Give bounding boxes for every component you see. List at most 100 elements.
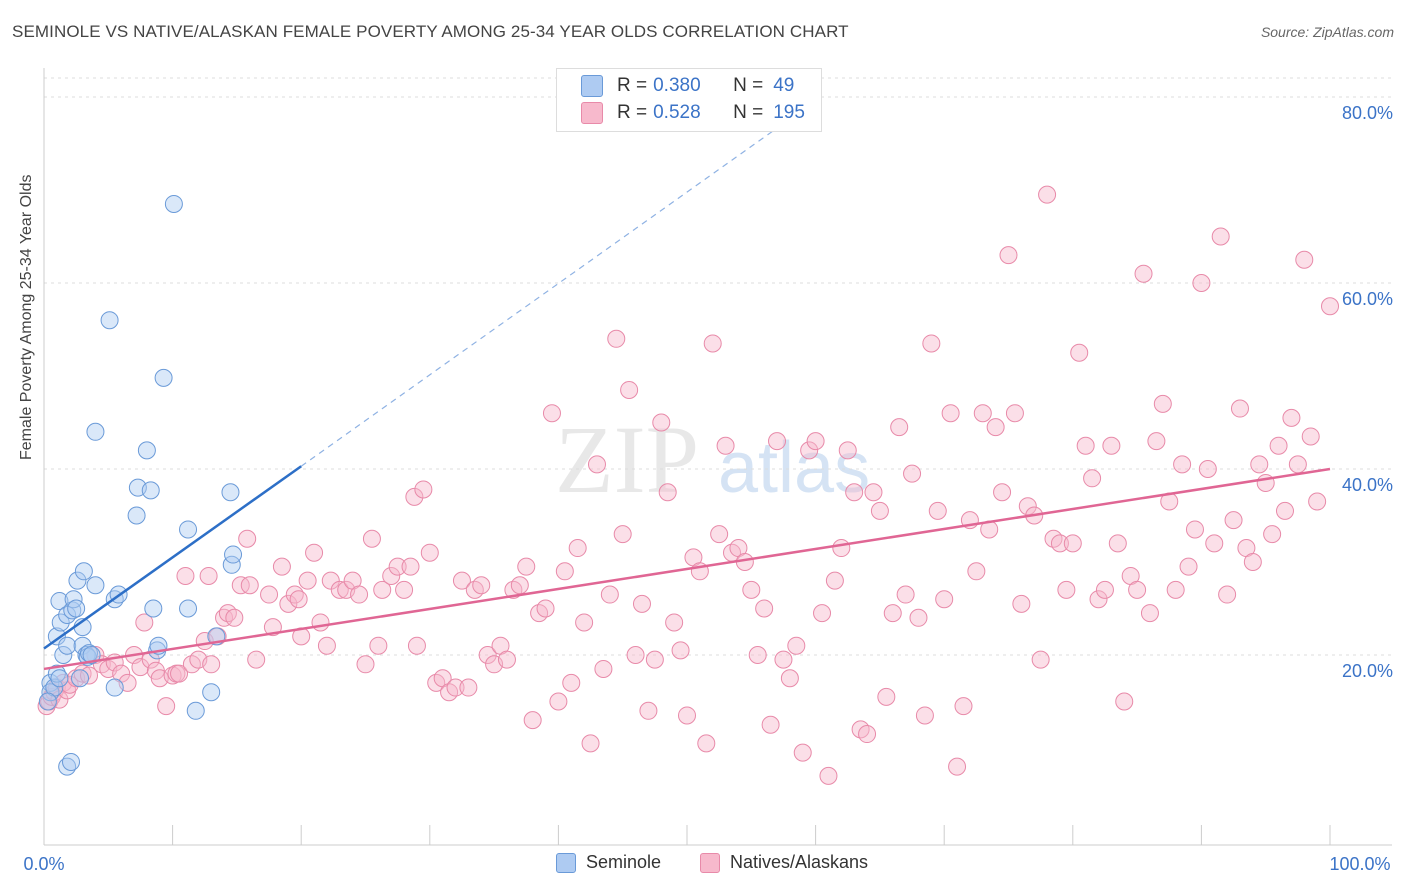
seminole-point <box>224 545 243 564</box>
bottom-legend-natives: Natives/Alaskans <box>700 852 868 873</box>
y-tick-label: 20.0% <box>1342 661 1393 681</box>
natives-point <box>1275 501 1294 520</box>
natives-point <box>594 659 613 678</box>
natives-point <box>1012 594 1031 613</box>
natives-point <box>1295 250 1314 269</box>
natives-point <box>632 594 651 613</box>
bottom-legend-swatch-seminole <box>556 852 576 873</box>
natives-point <box>652 413 671 432</box>
natives-point <box>1263 525 1282 544</box>
natives-point <box>459 678 478 697</box>
seminole-point <box>58 636 77 655</box>
natives-point <box>382 566 401 585</box>
y-tick-label: 40.0% <box>1342 475 1393 495</box>
natives-point <box>1205 534 1224 553</box>
natives-point <box>452 571 471 590</box>
x-tick-label-min: 0.0% <box>23 854 64 874</box>
natives-point <box>568 539 587 558</box>
seminole-point <box>105 678 124 697</box>
natives-point <box>645 650 664 669</box>
seminole-point <box>179 599 198 618</box>
y-axis-label: Female Poverty Among 25-34 Year Olds <box>18 174 35 461</box>
natives-point <box>202 655 221 674</box>
natives-point <box>1250 455 1269 474</box>
natives-point <box>260 585 279 604</box>
stats-legend: R = 0.380 N = 49 R = 0.528 N = 195 <box>556 68 822 132</box>
seminole-point <box>47 627 66 646</box>
seminole-point <box>202 683 221 702</box>
legend-n-label: N = <box>733 102 764 123</box>
natives-point <box>60 675 79 694</box>
legend-swatch-seminole <box>581 75 603 97</box>
seminole-point <box>74 562 93 581</box>
natives-point <box>272 557 291 576</box>
natives-point <box>626 646 645 664</box>
natives-point <box>182 655 201 674</box>
natives-point <box>819 766 838 785</box>
seminole-point <box>71 669 90 688</box>
natives-point <box>446 678 465 697</box>
natives-point <box>1166 580 1185 599</box>
legend-n-value: 195 <box>773 102 805 123</box>
natives-point <box>620 380 639 399</box>
natives-point <box>199 566 218 585</box>
natives-point <box>311 613 330 632</box>
natives-point <box>1198 460 1217 478</box>
seminole-point <box>179 520 198 539</box>
natives-point <box>1185 520 1204 539</box>
natives-point <box>581 734 600 753</box>
seminole-trend-line <box>43 465 302 650</box>
natives-point <box>240 576 259 595</box>
natives-point <box>401 557 420 576</box>
natives-point <box>774 650 793 669</box>
natives-point <box>497 650 516 669</box>
natives-point <box>903 464 922 483</box>
natives-point <box>263 618 282 637</box>
seminole-point <box>62 752 81 771</box>
natives-point <box>1179 557 1198 576</box>
natives-point <box>317 636 336 655</box>
x-tick-label-max: 100.0% <box>1329 854 1390 874</box>
seminole-point <box>221 483 240 502</box>
legend-r-label: R = <box>617 75 648 96</box>
natives-point <box>1269 436 1288 455</box>
bottom-legend-seminole: Seminole <box>556 852 661 873</box>
natives-point <box>73 664 92 683</box>
natives-point <box>748 646 767 664</box>
natives-trend-line <box>43 467 1331 671</box>
seminole-point <box>164 194 183 213</box>
legend-n-label: N = <box>733 75 764 96</box>
seminole-point <box>68 571 87 590</box>
natives-point <box>1147 432 1166 451</box>
natives-point <box>465 580 484 599</box>
natives-point <box>395 580 414 599</box>
natives-point <box>1230 399 1249 418</box>
natives-point <box>536 599 555 618</box>
source-label: Source: ZipAtlas.com <box>1260 24 1394 40</box>
natives-point <box>298 571 317 590</box>
natives-point <box>1089 590 1108 609</box>
natives-point <box>1128 580 1147 599</box>
seminole-point <box>54 646 73 664</box>
seminole-point <box>186 701 205 720</box>
natives-point <box>478 646 497 664</box>
natives-point <box>321 571 340 590</box>
natives-point <box>369 636 388 655</box>
natives-point <box>135 613 154 632</box>
natives-point <box>330 580 349 599</box>
natives-point <box>870 501 889 520</box>
natives-point <box>967 562 986 581</box>
legend-row-natives: R = 0.528 N = 195 <box>557 100 805 126</box>
seminole-point <box>144 599 163 618</box>
seminole-point <box>50 592 69 611</box>
natives-point <box>1282 408 1301 427</box>
natives-point <box>414 480 433 499</box>
natives-point <box>845 483 864 502</box>
natives-point <box>1095 580 1114 599</box>
natives-point <box>716 436 735 455</box>
natives-point <box>877 687 896 706</box>
natives-point <box>472 576 491 595</box>
natives-point <box>305 543 324 562</box>
seminole-point <box>141 481 160 500</box>
natives-point <box>678 706 696 725</box>
